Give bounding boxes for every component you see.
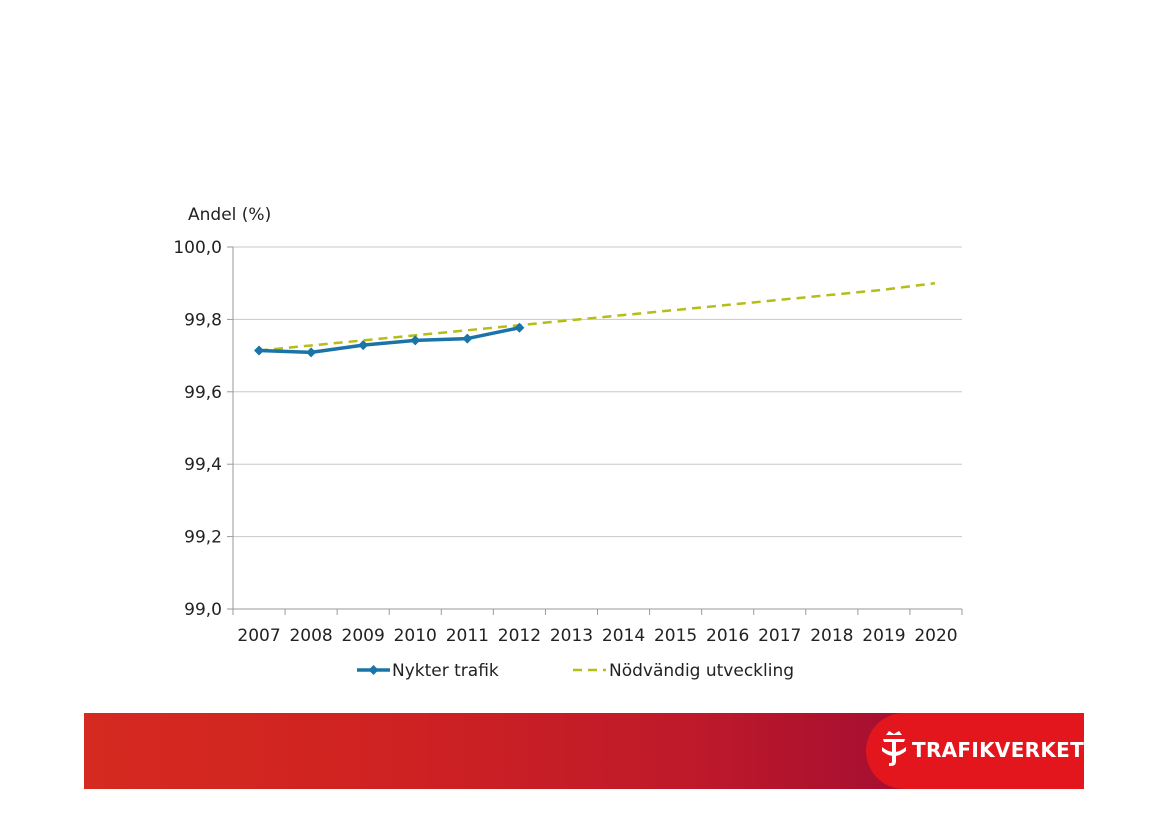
x-tick-label: 2015 bbox=[654, 626, 697, 646]
data-point-marker bbox=[410, 335, 421, 346]
line-chart: Andel (%) 99,0 99,2 99,4 99,6 99,8 100,0 2007… bbox=[173, 205, 963, 681]
series-group bbox=[254, 281, 936, 358]
x-tick-label: 2010 bbox=[394, 626, 437, 646]
legend-label-nykter-trafik: Nykter trafik bbox=[392, 661, 499, 681]
crown-logo-icon bbox=[882, 731, 906, 766]
y-tick-label: 99,4 bbox=[184, 455, 222, 475]
x-tick-label: 2013 bbox=[550, 626, 593, 646]
x-tick-label: 2020 bbox=[914, 626, 957, 646]
x-tick-label: 2009 bbox=[342, 626, 385, 646]
brand-name: TRAFIKVERKET bbox=[912, 738, 1085, 762]
x-tick-label: 2016 bbox=[706, 626, 749, 646]
data-point-marker bbox=[514, 322, 525, 333]
x-tick-label: 2017 bbox=[758, 626, 801, 646]
y-axis-label: Andel (%) bbox=[188, 205, 271, 225]
series-line-nykter-trafik bbox=[258, 326, 520, 355]
legend: Nykter trafik Nödvändig utveckling bbox=[357, 661, 794, 681]
y-tick-label: 99,8 bbox=[184, 310, 222, 330]
data-point-marker bbox=[462, 333, 473, 344]
x-tick-label: 2008 bbox=[289, 626, 332, 646]
x-axis: 2007 2008 2009 2010 2011 2012 2013 2014 2015 2016… bbox=[232, 247, 963, 646]
x-tick-label: 2007 bbox=[237, 626, 280, 646]
legend-label-nodvandig-utveckling: Nödvändig utveckling bbox=[609, 661, 794, 681]
x-tick-label: 2011 bbox=[446, 626, 489, 646]
data-point-marker bbox=[358, 340, 369, 351]
x-tick-label: 2014 bbox=[602, 626, 645, 646]
y-tick-label: 99,2 bbox=[184, 528, 222, 548]
y-tick-label: 99,6 bbox=[184, 383, 222, 403]
y-tick-label: 100,0 bbox=[173, 238, 222, 258]
legend-marker bbox=[368, 665, 379, 675]
data-point-marker bbox=[306, 347, 317, 358]
series-line-nodvandig-utveckling bbox=[258, 281, 936, 352]
x-tick-label: 2012 bbox=[498, 626, 541, 646]
y-tick-label: 99,0 bbox=[184, 600, 222, 620]
x-tick-label: 2019 bbox=[862, 626, 905, 646]
x-tick-label: 2018 bbox=[810, 626, 853, 646]
y-axis-ticks: 99,0 99,2 99,4 99,6 99,8 100,0 bbox=[173, 238, 233, 620]
gridlines bbox=[233, 246, 962, 538]
data-point-marker bbox=[254, 345, 265, 356]
